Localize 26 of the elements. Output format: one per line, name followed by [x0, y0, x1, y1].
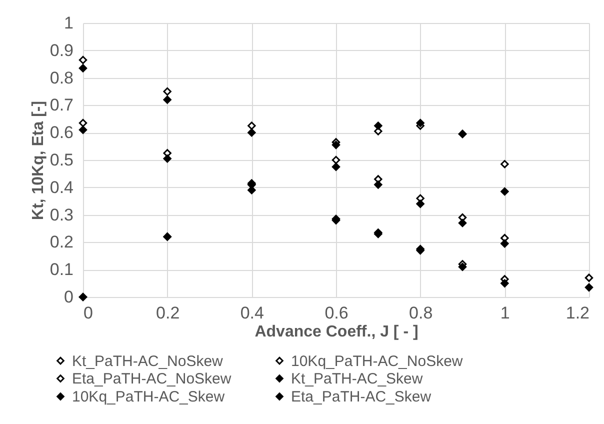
y-tick-label: 0.3 [50, 205, 74, 224]
y-axis-title: Kt, 10Kq, Eta [-] [30, 100, 47, 220]
y-tick-label: 0.5 [50, 150, 74, 170]
y-tick-label: 1 [64, 14, 74, 32]
x-tick-label: 0 [84, 304, 93, 322]
y-tick-label: 0.2 [50, 232, 74, 252]
legend-label: Eta_PaTH-AC_NoSkew [72, 370, 232, 388]
legend-label: Kt_PaTH-AC_Skew [291, 370, 423, 388]
x-tick-label: 0.2 [156, 304, 180, 322]
y-tick-label: 0 [64, 288, 74, 306]
y-tick-label: 0.7 [50, 96, 74, 115]
y-tick-label: 0.4 [50, 178, 74, 197]
x-tick-label: 0.4 [240, 304, 264, 322]
legend-label: 10Kq_PaTH-AC_NoSkew [291, 352, 463, 370]
x-tick-label: 1 [500, 304, 510, 322]
y-tick-label: 0.8 [50, 68, 74, 88]
legend-label: Eta_PaTH-AC_Skew [291, 388, 432, 406]
x-tick-label: 1.2 [566, 304, 590, 322]
legend-label: 10Kq_PaTH-AC_Skew [72, 388, 225, 406]
x-tick-label: 0.8 [409, 304, 433, 322]
legend-label: Kt_PaTH-AC_NoSkew [72, 352, 224, 370]
x-tick-label: 0.6 [324, 304, 348, 322]
y-tick-label: 0.6 [50, 123, 74, 142]
y-tick-label: 0.1 [50, 260, 74, 280]
y-tick-label: 0.9 [50, 40, 74, 60]
x-axis-title: Advance Coeff., J [ - ] [254, 324, 418, 340]
